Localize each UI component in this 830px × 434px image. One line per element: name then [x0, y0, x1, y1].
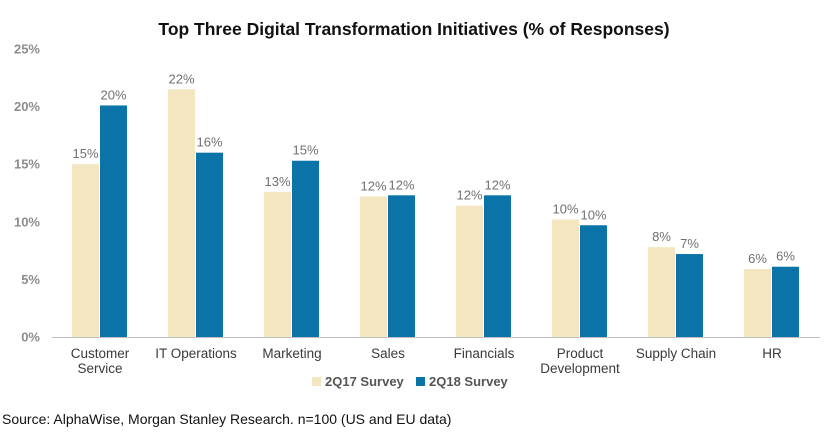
data-label: 20%: [100, 87, 126, 102]
bar: [388, 195, 415, 337]
data-label: 10%: [552, 201, 578, 216]
category-label: Product: [557, 346, 604, 361]
y-tick-label: 25%: [14, 42, 40, 57]
data-label: 15%: [72, 146, 98, 161]
data-label: 12%: [360, 178, 386, 193]
data-label: 12%: [456, 188, 482, 203]
data-label: 15%: [292, 143, 318, 158]
bar: [168, 89, 195, 337]
y-tick-label: 10%: [14, 214, 40, 229]
bar: [264, 191, 291, 337]
data-label: 8%: [652, 229, 671, 244]
category-label: Supply Chain: [636, 346, 716, 361]
data-label: 7%: [680, 236, 699, 251]
data-label: 22%: [168, 71, 194, 86]
category-label: Marketing: [262, 346, 321, 361]
legend-swatch: [416, 377, 425, 386]
y-tick-label: 5%: [21, 272, 40, 287]
category-label: Customer: [71, 346, 130, 361]
y-tick-label: 0%: [21, 330, 40, 345]
source-note: Source: AlphaWise, Morgan Stanley Resear…: [2, 411, 452, 427]
bar: [196, 152, 223, 337]
data-label: 13%: [264, 174, 290, 189]
y-axis: 0% 5% 10% 15% 20% 25%: [14, 42, 40, 345]
bar: [648, 247, 675, 337]
legend-label: 2Q17 Survey: [325, 374, 405, 389]
bar: [676, 254, 703, 337]
data-label: 16%: [196, 135, 222, 150]
bar: [72, 164, 99, 337]
category-label: Development: [540, 361, 620, 376]
bar: [580, 225, 607, 337]
bar: [552, 219, 579, 337]
data-label: 10%: [580, 207, 606, 222]
bar: [772, 266, 799, 337]
data-label: 12%: [484, 177, 510, 192]
bar: [744, 269, 771, 337]
data-label: 6%: [748, 251, 767, 266]
chart-title: Top Three Digital Transformation Initiat…: [158, 19, 669, 39]
bar: [360, 196, 387, 337]
category-label: Financials: [454, 346, 515, 361]
bar: [484, 195, 511, 337]
data-label: 6%: [776, 249, 795, 264]
legend: 2Q17 Survey 2Q18 Survey: [312, 374, 509, 389]
legend-label: 2Q18 Survey: [429, 374, 509, 389]
category-label: HR: [762, 346, 782, 361]
y-tick-label: 15%: [14, 157, 40, 172]
legend-swatch: [312, 377, 321, 386]
bar: [456, 205, 483, 337]
data-labels: 15%22%13% 12%12%10%8%6%20%16%15%12% 12%10%…: [72, 71, 795, 266]
bar: [100, 105, 127, 337]
category-label: Service: [77, 361, 122, 376]
bars: [72, 89, 799, 337]
data-label: 12%: [388, 177, 414, 192]
category-label: IT Operations: [155, 346, 237, 361]
y-tick-label: 20%: [14, 99, 40, 114]
category-label: Sales: [371, 346, 405, 361]
bar: [292, 160, 319, 337]
